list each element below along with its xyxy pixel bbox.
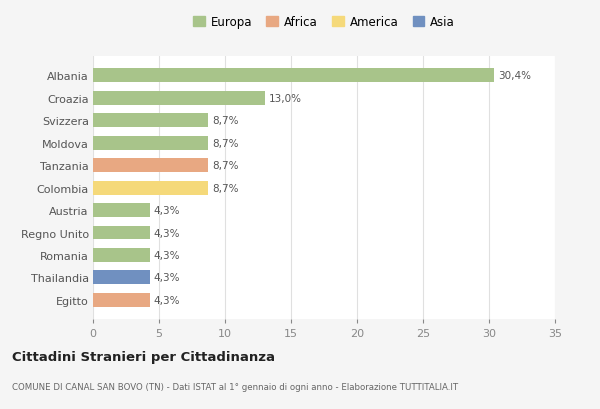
Text: 8,7%: 8,7% [212, 183, 238, 193]
Bar [93, 114, 208, 128]
Bar [93, 204, 150, 218]
Text: 8,7%: 8,7% [212, 161, 238, 171]
Text: 13,0%: 13,0% [269, 94, 302, 103]
Bar [93, 69, 494, 83]
Legend: Europa, Africa, America, Asia: Europa, Africa, America, Asia [193, 16, 455, 29]
Text: 4,3%: 4,3% [154, 273, 180, 283]
Text: 4,3%: 4,3% [154, 228, 180, 238]
Text: 4,3%: 4,3% [154, 250, 180, 261]
Text: Cittadini Stranieri per Cittadinanza: Cittadini Stranieri per Cittadinanza [12, 350, 275, 363]
Text: 8,7%: 8,7% [212, 138, 238, 148]
Bar [93, 271, 150, 285]
Text: 4,3%: 4,3% [154, 206, 180, 216]
Bar [93, 293, 150, 307]
Bar [93, 92, 265, 106]
Bar [93, 248, 150, 262]
Bar [93, 159, 208, 173]
Text: 30,4%: 30,4% [498, 71, 531, 81]
Text: 8,7%: 8,7% [212, 116, 238, 126]
Text: 4,3%: 4,3% [154, 295, 180, 305]
Text: COMUNE DI CANAL SAN BOVO (TN) - Dati ISTAT al 1° gennaio di ogni anno - Elaboraz: COMUNE DI CANAL SAN BOVO (TN) - Dati IST… [12, 382, 458, 391]
Bar [93, 136, 208, 150]
Bar [93, 181, 208, 195]
Bar [93, 226, 150, 240]
